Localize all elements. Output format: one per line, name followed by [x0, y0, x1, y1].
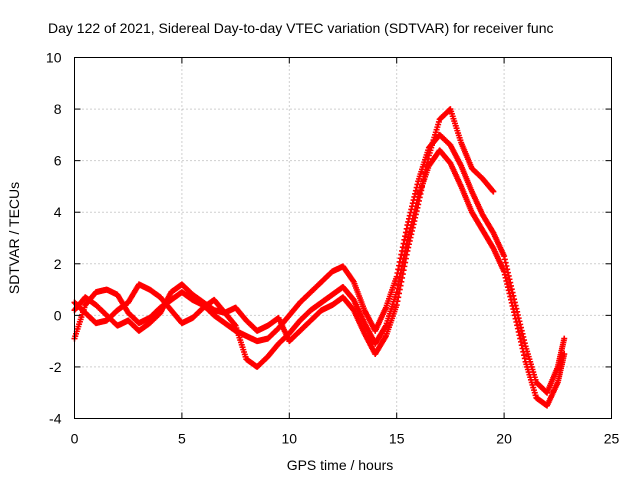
y-tick-label: -4: [49, 411, 62, 427]
x-tick-label: 10: [282, 431, 298, 447]
y-tick-label: 0: [54, 307, 62, 323]
x-tick-label: 20: [496, 431, 512, 447]
y-axis-label: SDTVAR / TECUs: [6, 182, 22, 294]
y-tick-label: 8: [54, 101, 62, 117]
data-points: [71, 106, 568, 409]
x-axis-label: GPS time / hours: [287, 457, 394, 473]
data-point: [561, 351, 568, 358]
y-tick-label: 6: [54, 153, 62, 169]
x-tick-label: 5: [178, 431, 186, 447]
data-point: [490, 188, 497, 195]
y-tick-label: 10: [46, 50, 62, 66]
data-point: [561, 335, 568, 342]
axis-ticks: 0 5 10 15 20 25 -4 -2 0 2 4 6 8 10: [46, 50, 620, 447]
plot-frame: [74, 57, 612, 419]
y-tick-label: -2: [49, 359, 62, 375]
x-tick-label: 25: [604, 431, 620, 447]
y-tick-label: 4: [54, 204, 62, 220]
series-trace-c: [71, 106, 497, 358]
chart-title: Day 122 of 2021, Sidereal Day-to-day VTE…: [48, 20, 554, 36]
x-tick-label: 0: [71, 431, 79, 447]
x-tick-label: 15: [389, 431, 405, 447]
series-trace-b: [71, 147, 568, 409]
y-tick-label: 2: [54, 256, 62, 272]
